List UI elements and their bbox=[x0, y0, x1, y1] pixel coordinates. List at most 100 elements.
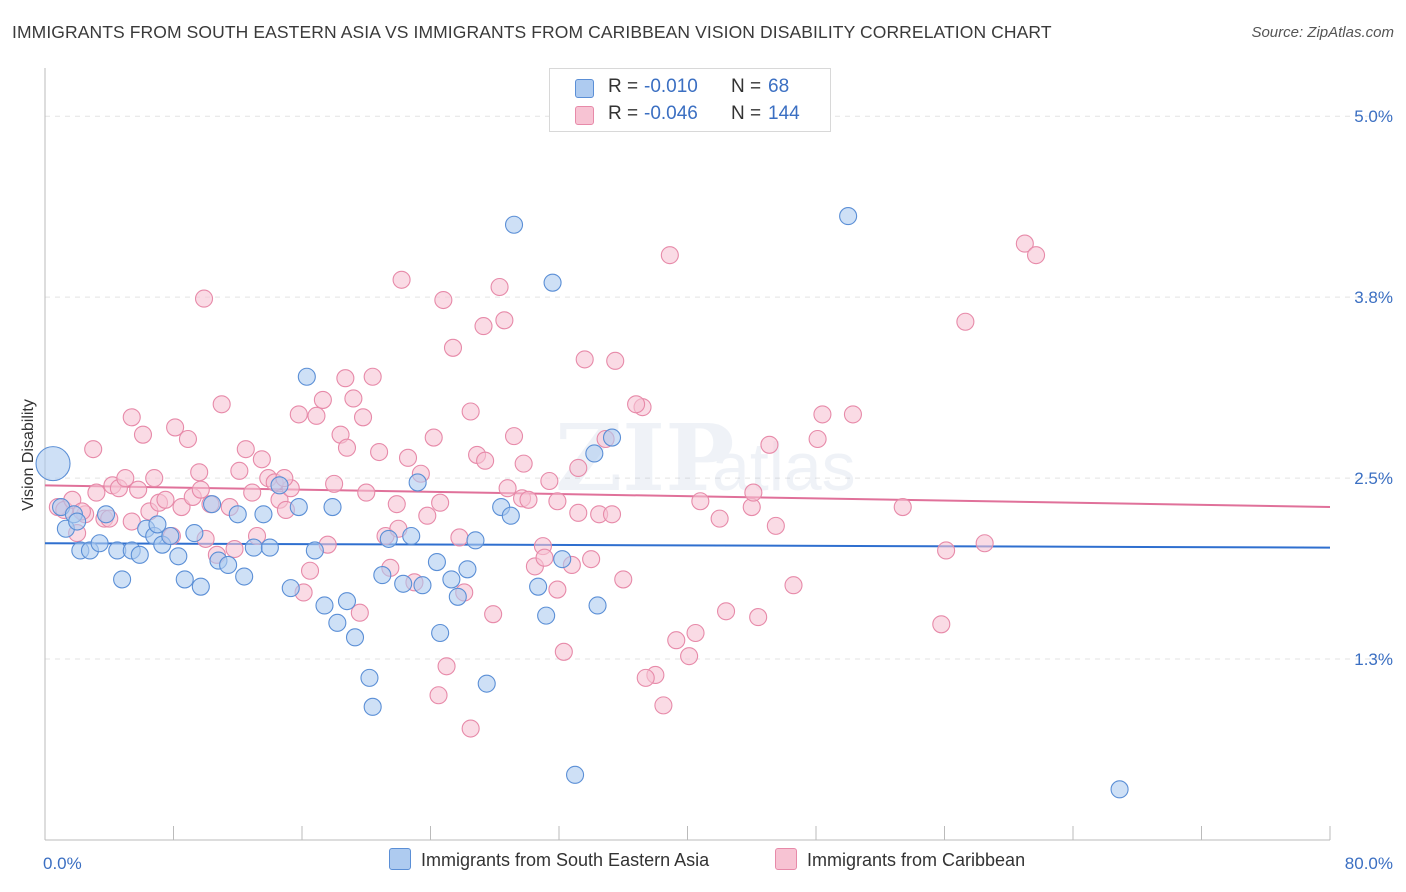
se-asia-point bbox=[566, 765, 585, 784]
bottom-legend-swatch-caribbean bbox=[775, 848, 797, 871]
caribbean-point bbox=[760, 435, 779, 454]
se-asia-point bbox=[408, 473, 427, 492]
caribbean-point bbox=[133, 425, 153, 444]
se-asia-point bbox=[501, 506, 520, 525]
y-tick-label: 1.3% bbox=[1354, 650, 1393, 669]
se-asia-point bbox=[289, 497, 308, 517]
caribbean-point bbox=[357, 483, 376, 502]
se-asia-point bbox=[413, 576, 432, 595]
caribbean-point bbox=[504, 427, 524, 446]
legend-swatch-caribbean bbox=[575, 106, 594, 125]
caribbean-point bbox=[398, 448, 418, 467]
caribbean-point bbox=[535, 548, 554, 567]
caribbean-point bbox=[429, 686, 448, 705]
y-tick-label: 3.8% bbox=[1354, 288, 1393, 307]
caribbean-point bbox=[307, 406, 326, 425]
caribbean-point bbox=[808, 429, 827, 449]
caribbean-point bbox=[490, 277, 509, 297]
se-asia-point bbox=[235, 567, 254, 586]
se-asia-point bbox=[442, 570, 461, 589]
caribbean-point bbox=[716, 602, 736, 621]
se-asia-point bbox=[585, 444, 604, 463]
se-asia-point bbox=[203, 495, 222, 514]
caribbean-point bbox=[156, 490, 175, 509]
caribbean-point bbox=[353, 408, 373, 427]
caribbean-point bbox=[172, 497, 191, 517]
caribbean-point bbox=[606, 351, 625, 370]
se-asia-point bbox=[537, 606, 556, 625]
caribbean-point bbox=[370, 442, 389, 462]
se-asia-point bbox=[175, 570, 194, 589]
caribbean-point bbox=[654, 696, 673, 715]
legend-row-caribbean: R = -0.046 N = 144 bbox=[550, 101, 830, 129]
caribbean-point bbox=[336, 369, 355, 388]
caribbean-point bbox=[554, 642, 573, 661]
y-axis-label: Vision Disability bbox=[20, 399, 37, 511]
bottom-legend-se-asia: Immigrants from South Eastern Asia bbox=[389, 848, 709, 872]
caribbean-point bbox=[784, 576, 803, 595]
caribbean-point bbox=[1015, 234, 1034, 253]
source-label: Source: ZipAtlas.com bbox=[1251, 24, 1394, 41]
caribbean-point bbox=[116, 469, 135, 488]
caribbean-point bbox=[843, 405, 862, 424]
se-asia-point bbox=[345, 628, 365, 647]
caribbean-point bbox=[569, 458, 588, 478]
se-asia-point bbox=[466, 531, 485, 550]
caribbean-point bbox=[582, 550, 601, 569]
caribbean-point bbox=[680, 647, 699, 666]
se-asia-point bbox=[130, 545, 149, 564]
se-asia-point bbox=[281, 579, 300, 598]
caribbean-point bbox=[437, 657, 456, 676]
caribbean-point bbox=[337, 438, 357, 457]
caribbean-point bbox=[636, 668, 655, 687]
se-asia-point bbox=[402, 526, 421, 546]
legend-r-label: R = bbox=[608, 103, 639, 124]
caribbean-point bbox=[569, 503, 588, 522]
caribbean-point bbox=[710, 509, 729, 528]
legend-r-label: R = bbox=[608, 76, 639, 97]
se-asia-point bbox=[185, 524, 204, 543]
caribbean-point bbox=[614, 570, 633, 589]
caribbean-point bbox=[122, 408, 141, 427]
se-asia-point bbox=[477, 674, 496, 693]
caribbean-point bbox=[956, 312, 975, 331]
legend-n-value: 68 bbox=[768, 76, 790, 97]
legend-row-se-asia: R = -0.010 N = 68 bbox=[550, 74, 830, 102]
caribbean-point bbox=[548, 492, 567, 511]
caribbean-point bbox=[484, 605, 503, 624]
caribbean-point bbox=[937, 541, 956, 560]
caribbean-point bbox=[84, 440, 103, 459]
se-asia-point bbox=[543, 273, 562, 292]
caribbean-point bbox=[450, 528, 469, 547]
se-asia-point bbox=[191, 577, 210, 596]
correlation-legend: R = -0.010 N = 68 R = -0.046 N = 144 bbox=[549, 68, 831, 132]
caribbean-point bbox=[766, 516, 785, 535]
se-asia-point bbox=[270, 476, 289, 495]
se-asia-point bbox=[297, 367, 316, 386]
caribbean-point bbox=[660, 246, 679, 265]
caribbean-point bbox=[300, 561, 320, 580]
se-asia-point bbox=[169, 547, 188, 566]
series-caribbean-points bbox=[48, 234, 1046, 738]
caribbean-point bbox=[431, 493, 450, 512]
se-asia-point bbox=[148, 515, 167, 534]
caribbean-point bbox=[313, 390, 332, 409]
se-asia-point bbox=[323, 497, 342, 517]
caribbean-point bbox=[548, 580, 567, 599]
caribbean-point bbox=[122, 512, 141, 531]
caribbean-point bbox=[344, 389, 363, 408]
caribbean-point bbox=[145, 469, 164, 488]
y-tick-label: 5.0% bbox=[1354, 107, 1393, 126]
bottom-legend-caribbean: Immigrants from Caribbean bbox=[775, 848, 1025, 872]
se-asia-point bbox=[244, 538, 263, 557]
se-asia-point bbox=[448, 587, 467, 606]
chart-title: IMMIGRANTS FROM SOUTH EASTERN ASIA VS IM… bbox=[12, 22, 1052, 42]
caribbean-point bbox=[813, 405, 832, 424]
caribbean-point bbox=[212, 395, 231, 414]
se-asia-point bbox=[260, 538, 279, 557]
legend-n-label: N = bbox=[731, 76, 762, 97]
caribbean-point bbox=[443, 338, 463, 357]
caribbean-point bbox=[289, 405, 308, 424]
caribbean-point bbox=[350, 603, 369, 622]
